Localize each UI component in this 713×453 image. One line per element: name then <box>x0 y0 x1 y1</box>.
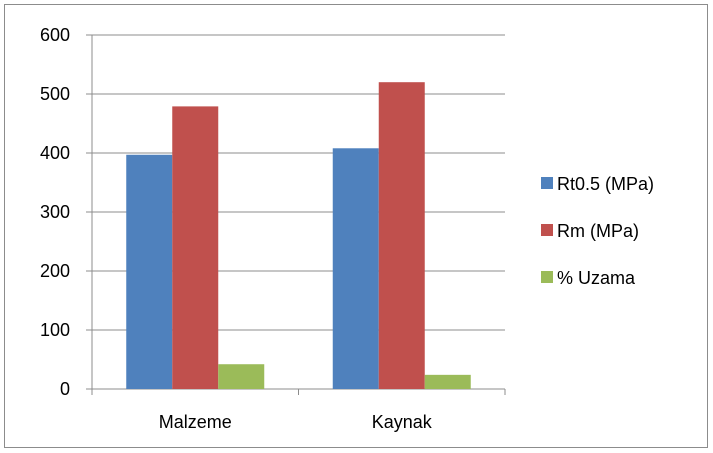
legend-label: Rt0.5 (MPa) <box>557 174 654 194</box>
bar-3-malzeme <box>218 364 265 389</box>
bar-2-malzeme <box>172 106 219 389</box>
y-tick-label: 400 <box>40 143 70 163</box>
legend-swatch <box>541 177 553 189</box>
bar-1-kaynak <box>332 148 379 389</box>
y-tick-label: 500 <box>40 84 70 104</box>
legend-label: % Uzama <box>557 268 636 288</box>
y-tick-label: 600 <box>40 25 70 45</box>
legend-label: Rm (MPa) <box>557 221 639 241</box>
y-tick-label: 100 <box>40 320 70 340</box>
y-tick-label: 0 <box>60 379 70 399</box>
x-category-label: Kaynak <box>372 412 433 432</box>
bar-1-malzeme <box>126 154 173 389</box>
bar-3-kaynak <box>424 374 471 389</box>
legend-swatch <box>541 271 553 283</box>
x-category-label: Malzeme <box>159 412 232 432</box>
bar-2-kaynak <box>378 82 425 389</box>
y-tick-label: 300 <box>40 202 70 222</box>
legend-swatch <box>541 224 553 236</box>
y-tick-label: 200 <box>40 261 70 281</box>
